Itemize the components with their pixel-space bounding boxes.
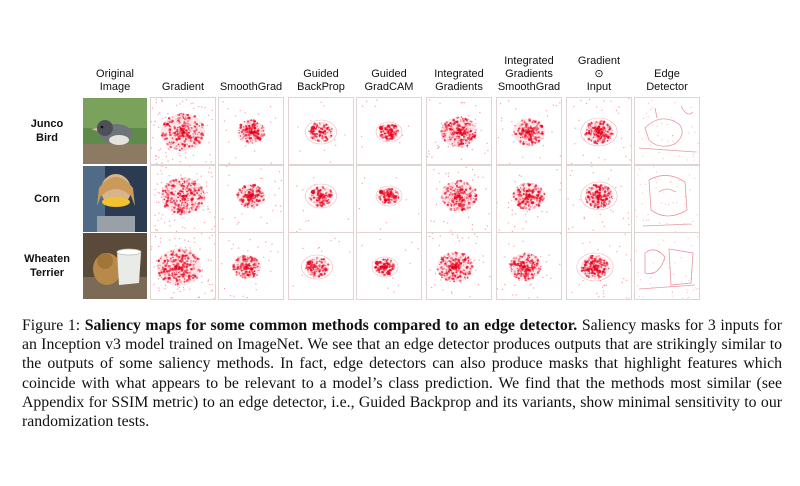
photo-corn — [83, 166, 147, 232]
saliency-map-corn-guided-gradcam — [356, 165, 422, 233]
column-header-guided-gradcam: Guided GradCAM — [364, 68, 414, 93]
column-header-gradient-input: Gradient ⊙ Input — [577, 55, 621, 93]
column-header-integrated-gradients-smoothgrad: Integrated Gradients SmoothGrad — [497, 55, 561, 93]
row-label-junco-bird: Junco Bird — [30, 118, 64, 144]
saliency-map-wheaten-terrier-edge-detector — [634, 232, 700, 300]
saliency-map-corn-guided-backprop — [288, 165, 354, 233]
saliency-map-junco-bird-gradient — [150, 97, 216, 165]
saliency-map-wheaten-terrier-gradient — [150, 232, 216, 300]
photo-wheaten-terrier — [83, 233, 147, 299]
saliency-map-junco-bird-gradient-input — [566, 97, 632, 165]
saliency-map-junco-bird-guided-gradcam — [356, 97, 422, 165]
row-label-corn: Corn — [34, 193, 60, 205]
saliency-map-corn-smoothgrad — [218, 165, 284, 233]
saliency-map-wheaten-terrier-guided-gradcam — [356, 232, 422, 300]
saliency-map-junco-bird-integrated-gradients — [426, 97, 492, 165]
saliency-map-junco-bird-smoothgrad — [218, 97, 284, 165]
saliency-map-junco-bird-guided-backprop — [288, 97, 354, 165]
saliency-map-corn-integrated-gradients-smoothgrad — [496, 165, 562, 233]
column-header-edge-detector: Edge Detector — [646, 68, 688, 93]
caption-label: Figure 1: — [22, 317, 81, 334]
saliency-map-wheaten-terrier-guided-backprop — [288, 232, 354, 300]
saliency-map-corn-gradient — [150, 165, 216, 233]
saliency-map-junco-bird-integrated-gradients-smoothgrad — [496, 97, 562, 165]
saliency-map-corn-edge-detector — [634, 165, 700, 233]
column-header-gradient: Gradient — [161, 81, 205, 93]
saliency-map-corn-integrated-gradients — [426, 165, 492, 233]
column-header-original-image: Original Image — [96, 68, 134, 93]
saliency-map-wheaten-terrier-integrated-gradients — [426, 232, 492, 300]
caption-body: Saliency masks for 3 inputs for an Incep… — [22, 317, 782, 431]
photo-junco-bird — [83, 98, 147, 164]
column-header-integrated-gradients: Integrated Gradients — [434, 68, 484, 93]
saliency-map-wheaten-terrier-integrated-gradients-smoothgrad — [496, 232, 562, 300]
saliency-map-junco-bird-edge-detector — [634, 97, 700, 165]
saliency-map-wheaten-terrier-gradient-input — [566, 232, 632, 300]
caption-title: Saliency maps for some common methods co… — [84, 317, 578, 334]
saliency-map-wheaten-terrier-smoothgrad — [218, 232, 284, 300]
column-header-smoothgrad: SmoothGrad — [219, 81, 283, 93]
figure-caption: Figure 1: Saliency maps for some common … — [22, 316, 782, 431]
row-label-wheaten-terrier: Wheaten Terrier — [24, 253, 70, 279]
saliency-map-corn-gradient-input — [566, 165, 632, 233]
column-header-guided-backprop: Guided BackProp — [297, 68, 345, 93]
